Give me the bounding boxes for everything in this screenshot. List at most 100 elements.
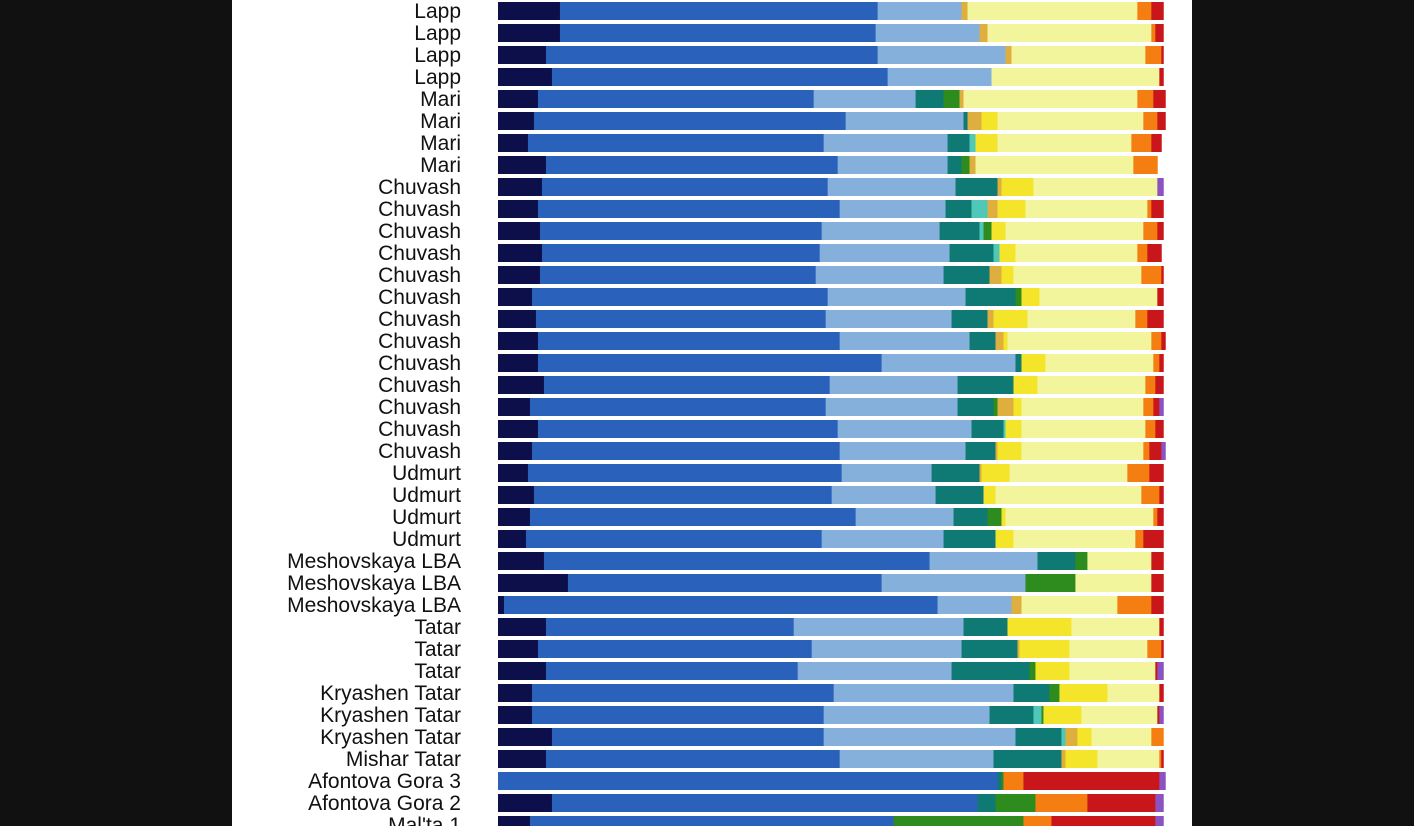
bar-segment-c1 (498, 750, 547, 768)
bar-segment-c5 (1061, 728, 1066, 746)
bar-segment-c11 (1161, 332, 1166, 350)
bar-segment-c11 (1147, 310, 1164, 328)
bar-segment-c11 (1159, 684, 1164, 702)
bar-row: Mal'ta 1 (388, 814, 1164, 826)
bar-row: Udmurt (392, 462, 1164, 485)
bar-segment-c12 (1159, 398, 1164, 416)
bar-segment-c7 (995, 332, 1004, 350)
population-label: Mal'ta 1 (388, 814, 461, 826)
bar-segment-c11 (1155, 376, 1164, 394)
population-label: Mishar Tatar (346, 748, 461, 771)
bar-segment-c12 (1159, 772, 1166, 790)
population-label: Meshovskaya LBA (287, 572, 461, 595)
bar-segment-c11 (1157, 112, 1166, 130)
bar-segment-c10 (1137, 244, 1148, 262)
bar-segment-c1 (498, 112, 535, 130)
bar-segment-c9 (1013, 266, 1142, 284)
bar-segment-c3 (827, 288, 966, 306)
bar-segment-c9 (1037, 376, 1146, 394)
bar-segment-c4 (947, 134, 970, 152)
bar-segment-c7 (1011, 596, 1022, 614)
bar-segment-c11 (1157, 288, 1164, 306)
bar-segment-c4 (977, 794, 996, 812)
bar-segment-c11 (1161, 750, 1164, 768)
bar-segment-c11 (1151, 552, 1164, 570)
bar-segment-c10 (1141, 486, 1160, 504)
bar-segment-c2 (545, 662, 799, 680)
bar-segment-c2 (539, 266, 817, 284)
bar-segment-c10 (1151, 728, 1164, 746)
bar-segment-c11 (1147, 244, 1162, 262)
bar-segment-c2 (545, 156, 839, 174)
bar-row: Mari (420, 110, 1166, 133)
bar-segment-c4 (1015, 728, 1062, 746)
bar-segment-c11 (1155, 420, 1164, 438)
bar-segment-c1 (498, 398, 531, 416)
population-label: Chuvash (378, 396, 461, 419)
bar-segment-c1 (498, 178, 543, 196)
bar-segment-c4 (989, 706, 1034, 724)
bar-segment-c9 (967, 2, 1138, 20)
bar-row: Chuvash (378, 374, 1164, 397)
bar-segment-c3 (839, 200, 946, 218)
bar-segment-c4 (957, 398, 994, 416)
bar-segment-c3 (827, 178, 956, 196)
bar-segment-c12 (1159, 706, 1164, 724)
bar-segment-c5 (1003, 420, 1006, 438)
bar-segment-c9 (963, 90, 1138, 108)
bar-segment-c9 (1005, 222, 1144, 240)
bar-row: Kryashen Tatar (320, 704, 1164, 727)
bar-segment-c1 (498, 684, 533, 702)
bar-segment-c7 (987, 310, 994, 328)
population-label: Tatar (414, 660, 461, 683)
bar-row: Mari (420, 132, 1162, 155)
bar-segment-c3 (887, 68, 992, 86)
bar-segment-c11 (1023, 772, 1160, 790)
bar-segment-c6 (1001, 772, 1004, 790)
bar-segment-c3 (823, 134, 948, 152)
bar-segment-c6 (1075, 552, 1088, 570)
bar-segment-c6 (1049, 684, 1060, 702)
bar-segment-c2 (537, 90, 815, 108)
bar-row: Afontova Gora 3 (308, 770, 1166, 793)
population-label: Chuvash (378, 220, 461, 243)
bar-segment-c8 (993, 310, 1028, 328)
bar-segment-c3 (881, 574, 1026, 592)
bar-segment-c7 (995, 442, 998, 460)
bar-segment-c2 (537, 354, 883, 372)
bar-segment-c2 (567, 574, 883, 592)
bar-segment-c11 (1159, 354, 1164, 372)
bar-segment-c1 (498, 464, 529, 482)
bar-segment-c7 (961, 2, 968, 20)
bar-segment-c5 (993, 244, 1000, 262)
bar-segment-c1 (498, 794, 553, 812)
bar-segment-c5 (979, 222, 984, 240)
bar-row: Lapp (414, 22, 1164, 45)
bar-segment-c8 (1003, 332, 1008, 350)
population-label: Kryashen Tatar (320, 726, 461, 749)
population-label: Udmurt (392, 506, 461, 529)
bar-segment-c9 (995, 486, 1142, 504)
bar-segment-c9 (1069, 662, 1156, 680)
bar-row: Chuvash (378, 198, 1164, 221)
bar-segment-c10 (1147, 200, 1152, 218)
bar-segment-c10 (1159, 750, 1162, 768)
population-label: Udmurt (392, 462, 461, 485)
bar-segment-c10 (1135, 530, 1144, 548)
population-label: Kryashen Tatar (320, 704, 461, 727)
bar-segment-c11 (1051, 816, 1156, 826)
population-label: Afontova Gora 3 (308, 770, 461, 793)
bar-segment-c2 (529, 816, 895, 826)
bar-segment-c10 (1153, 508, 1158, 526)
bar-segment-c2 (498, 772, 998, 790)
bar-segment-c3 (821, 530, 944, 548)
bar-segment-c1 (498, 156, 547, 174)
bar-segment-c11 (1151, 596, 1164, 614)
bar-segment-c9 (1027, 310, 1136, 328)
bar-segment-c4 (969, 332, 996, 350)
bar-segment-c11 (1143, 530, 1164, 548)
bar-segment-c10 (1131, 134, 1152, 152)
bar-segment-c2 (551, 794, 978, 812)
population-label: Mari (420, 154, 461, 177)
bar-segment-c12 (1155, 794, 1164, 812)
